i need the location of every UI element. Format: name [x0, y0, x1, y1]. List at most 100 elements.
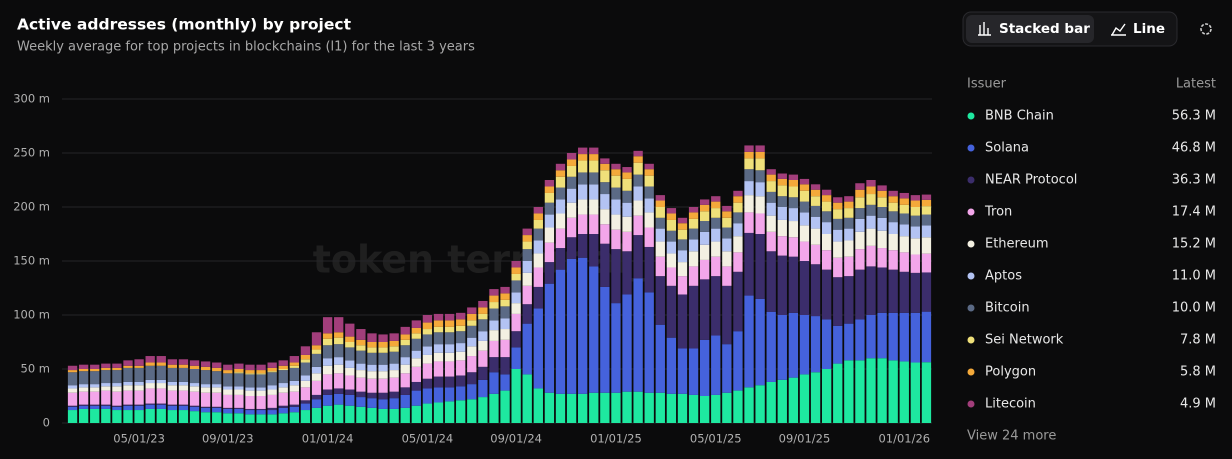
bar-segment — [578, 172, 588, 185]
bar-segment — [722, 251, 732, 267]
bar-segment — [234, 386, 244, 390]
bar-segment — [278, 405, 288, 408]
bar-segment — [289, 380, 299, 386]
bar-segment — [500, 293, 510, 300]
bar-segment — [400, 326, 410, 335]
more-link[interactable]: View 24 more — [967, 429, 1056, 444]
bar-segment — [467, 320, 477, 326]
bar-segment — [611, 169, 621, 176]
bar-segment — [433, 387, 444, 403]
bar-segment — [322, 317, 333, 334]
bar-segment — [888, 196, 898, 203]
bar-segment — [212, 387, 222, 393]
bar-segment — [578, 257, 588, 394]
bar-segment — [844, 323, 854, 361]
bar-segment — [67, 370, 78, 373]
bar-segment — [145, 404, 155, 409]
bar-segment — [700, 396, 710, 423]
bar-segment — [733, 390, 743, 423]
bar-segment — [334, 393, 344, 405]
bar-segment — [700, 221, 710, 232]
bar-segment — [278, 392, 288, 406]
bar-segment — [189, 360, 200, 366]
bar-segment — [212, 412, 222, 423]
bar-segment — [322, 365, 333, 375]
bar-segment — [666, 267, 677, 286]
view-button-label[interactable]: Stacked bar — [999, 21, 1090, 37]
bar-segment — [433, 313, 444, 321]
bar-segment — [178, 364, 189, 368]
bar-segment — [400, 387, 410, 395]
bar-segment — [389, 391, 399, 399]
bar-segment — [134, 410, 144, 423]
bar-segment — [489, 295, 499, 303]
bar-segment — [178, 405, 189, 411]
bar-segment — [788, 377, 799, 423]
bar-segment — [711, 394, 721, 423]
x-tick-label: 09/01/25 — [779, 432, 831, 446]
bar-segment — [156, 383, 166, 389]
bar-segment — [600, 182, 610, 195]
bar-segment — [289, 385, 299, 392]
x-tick-label: 01/01/24 — [302, 432, 354, 446]
bar-segment — [478, 366, 488, 380]
bar-segment — [677, 223, 688, 230]
bar-segment — [200, 387, 211, 393]
bar-segment — [200, 361, 211, 367]
bar-segment — [444, 401, 455, 423]
bar-segment — [622, 172, 632, 179]
bar-segment — [500, 339, 510, 358]
bar-segment — [178, 404, 189, 406]
bar-segment — [666, 285, 677, 338]
legend-swatch — [967, 112, 975, 120]
bar-segment — [855, 231, 865, 250]
bar-segment — [633, 186, 643, 201]
bar-segment — [589, 160, 599, 173]
bar-segment — [67, 410, 78, 423]
bar-segment — [156, 403, 166, 405]
bar-segment — [866, 186, 876, 195]
bar-segment — [788, 256, 799, 313]
bar-segment — [766, 169, 776, 175]
bar-segment — [356, 391, 366, 398]
bar-segment — [467, 372, 477, 385]
view-button-label[interactable]: Line — [1133, 21, 1165, 37]
bar-segment — [589, 184, 599, 200]
bar-segment — [511, 313, 521, 332]
bar-segment — [234, 369, 244, 373]
bar-segment — [921, 194, 932, 200]
bar-segment — [888, 360, 898, 423]
bar-segment — [267, 362, 277, 368]
bar-segment — [90, 408, 100, 423]
view-button-active[interactable] — [966, 15, 1094, 43]
settings-icon[interactable] — [1200, 23, 1212, 35]
bar-segment — [644, 292, 654, 393]
bar-segment — [589, 392, 599, 423]
bar-segment — [90, 369, 100, 372]
bar-segment — [389, 351, 399, 364]
bar-segment — [899, 204, 909, 214]
bar-segment — [112, 405, 122, 407]
bar-segment — [899, 213, 909, 225]
bar-segment — [467, 307, 477, 314]
bar-segment — [378, 408, 388, 423]
bar-segment — [566, 176, 577, 189]
bar-segment — [555, 393, 566, 423]
bar-segment — [511, 273, 521, 281]
bar-segment — [910, 362, 921, 423]
bar-segment — [555, 170, 566, 177]
bar-segment — [456, 360, 466, 376]
bar-segment — [356, 345, 366, 351]
legend-label: Tron — [984, 205, 1012, 220]
bar-segment — [378, 342, 388, 348]
bar-segment — [345, 389, 355, 395]
bar-segment — [467, 325, 477, 338]
line-icon — [1111, 23, 1126, 36]
bar-segment — [799, 201, 810, 213]
bar-segment — [200, 412, 211, 423]
bar-segment — [311, 366, 322, 374]
bar-segment — [389, 408, 399, 423]
bar-segment — [633, 200, 643, 216]
bar-segment — [544, 180, 555, 187]
bar-segment — [300, 354, 311, 360]
